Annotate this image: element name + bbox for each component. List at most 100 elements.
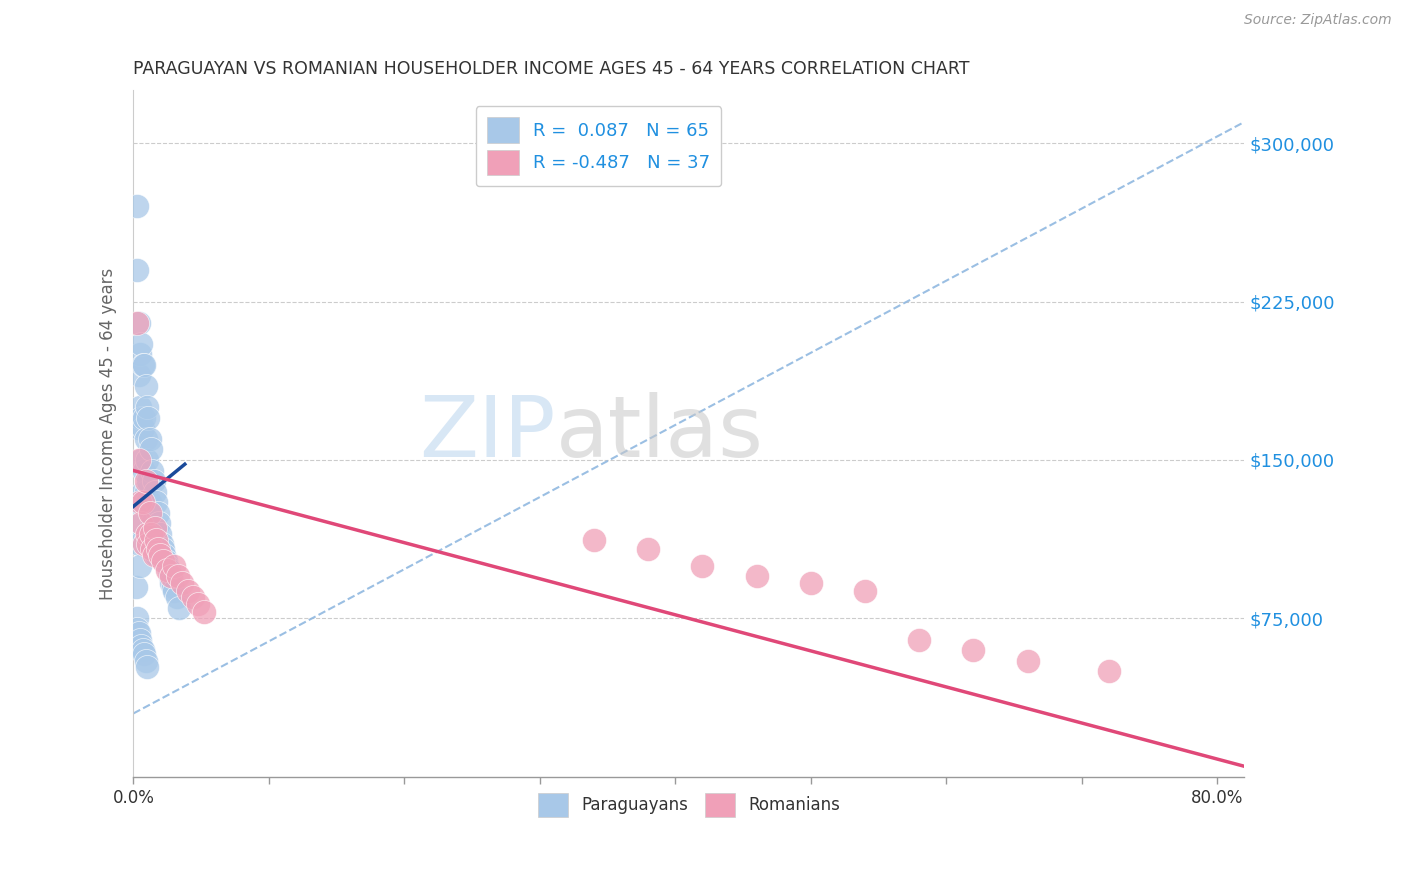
Point xyxy=(582,533,605,548)
Point xyxy=(128,368,150,383)
Point xyxy=(135,495,157,509)
Point xyxy=(745,569,768,583)
Point xyxy=(134,358,156,372)
Point xyxy=(187,597,209,611)
Point xyxy=(135,474,157,488)
Point xyxy=(692,558,714,573)
Point xyxy=(127,622,149,636)
Point xyxy=(637,541,659,556)
Point xyxy=(125,580,148,594)
Point xyxy=(148,516,170,531)
Point xyxy=(193,605,215,619)
Point xyxy=(143,520,166,534)
Point xyxy=(159,569,181,583)
Point xyxy=(129,495,152,509)
Point xyxy=(149,527,172,541)
Point xyxy=(132,358,155,372)
Point xyxy=(125,516,148,531)
Point xyxy=(138,495,160,509)
Point xyxy=(172,575,194,590)
Point xyxy=(143,484,166,499)
Point xyxy=(167,569,190,583)
Point xyxy=(131,410,153,425)
Point xyxy=(135,453,157,467)
Point xyxy=(800,575,823,590)
Point xyxy=(132,495,155,509)
Point xyxy=(150,537,173,551)
Point xyxy=(1098,665,1121,679)
Point xyxy=(146,541,169,556)
Point xyxy=(127,611,149,625)
Point xyxy=(135,660,157,674)
Point xyxy=(1017,654,1039,668)
Point xyxy=(128,316,150,330)
Point xyxy=(135,432,157,446)
Point xyxy=(141,464,163,478)
Point xyxy=(139,527,162,541)
Point xyxy=(136,537,159,551)
Point xyxy=(142,527,165,541)
Point xyxy=(163,584,186,599)
Point xyxy=(139,442,162,457)
Point xyxy=(962,643,984,657)
Point xyxy=(135,527,157,541)
Y-axis label: Householder Income Ages 45 - 64 years: Householder Income Ages 45 - 64 years xyxy=(100,268,117,599)
Point xyxy=(181,591,204,605)
Point xyxy=(160,569,183,583)
Point xyxy=(145,533,167,548)
Point xyxy=(129,558,152,573)
Point xyxy=(143,537,166,551)
Point xyxy=(138,432,160,446)
Point xyxy=(134,648,156,662)
Point xyxy=(149,548,172,562)
Point xyxy=(169,600,191,615)
Point xyxy=(136,410,159,425)
Point xyxy=(135,379,157,393)
Point xyxy=(160,575,183,590)
Point xyxy=(131,336,153,351)
Point xyxy=(128,421,150,435)
Point xyxy=(162,580,184,594)
Point xyxy=(132,643,155,657)
Point xyxy=(142,548,165,562)
Point xyxy=(135,484,157,499)
Legend: Paraguayans, Romanians: Paraguayans, Romanians xyxy=(531,787,846,823)
Point xyxy=(156,558,179,573)
Point xyxy=(128,537,150,551)
Point xyxy=(129,400,152,414)
Point xyxy=(152,554,174,568)
Point xyxy=(141,541,163,556)
Point xyxy=(134,410,156,425)
Point xyxy=(146,506,169,520)
Point xyxy=(139,506,162,520)
Point xyxy=(134,464,156,478)
Point xyxy=(134,537,156,551)
Point xyxy=(132,484,155,499)
Point xyxy=(131,516,153,531)
Point xyxy=(128,453,150,467)
Text: Source: ZipAtlas.com: Source: ZipAtlas.com xyxy=(1244,13,1392,28)
Point xyxy=(127,199,149,213)
Point xyxy=(152,541,174,556)
Point xyxy=(155,554,177,568)
Point xyxy=(127,495,149,509)
Point xyxy=(157,563,180,577)
Point xyxy=(131,639,153,653)
Point xyxy=(128,626,150,640)
Point xyxy=(145,548,167,562)
Point xyxy=(132,421,155,435)
Point xyxy=(176,584,198,599)
Point xyxy=(135,654,157,668)
Point xyxy=(129,347,152,361)
Point xyxy=(142,474,165,488)
Point xyxy=(135,400,157,414)
Point xyxy=(136,474,159,488)
Text: ZIP: ZIP xyxy=(419,392,555,475)
Point xyxy=(156,563,179,577)
Point xyxy=(141,516,163,531)
Point xyxy=(131,453,153,467)
Point xyxy=(853,584,876,599)
Point xyxy=(138,506,160,520)
Point xyxy=(163,558,186,573)
Point xyxy=(145,495,167,509)
